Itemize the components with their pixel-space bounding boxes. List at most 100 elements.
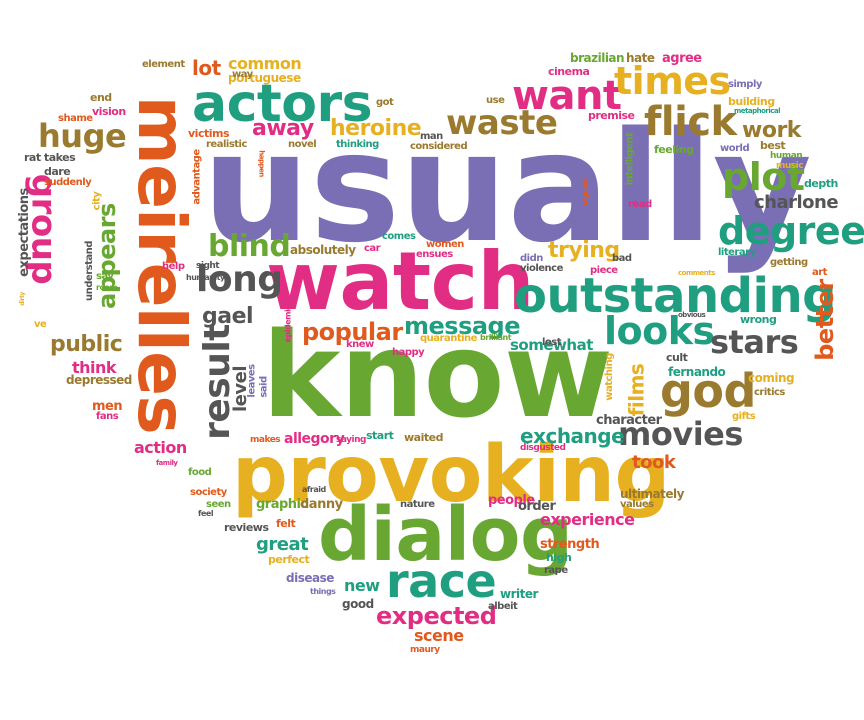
cloud-word: city <box>91 191 103 211</box>
cloud-word: world <box>720 143 750 154</box>
cloud-word: makes <box>250 435 281 445</box>
cloud-word: premise <box>588 109 635 122</box>
cloud-word: end <box>90 91 112 104</box>
cloud-word: happen <box>257 150 266 177</box>
cloud-word: ultimately <box>620 487 684 501</box>
cloud-word: intelligent <box>624 132 636 186</box>
cloud-word: cult <box>666 351 688 364</box>
cloud-word: best <box>760 139 786 152</box>
cloud-word: long <box>196 259 283 300</box>
cloud-word: people <box>488 493 535 508</box>
cloud-word: wrong <box>740 313 777 326</box>
cloud-word: piece <box>590 265 618 276</box>
cloud-word: gifts <box>732 411 756 422</box>
cloud-word: disease <box>286 571 334 585</box>
cloud-word: public <box>50 332 123 357</box>
cloud-word: order <box>518 499 556 514</box>
cloud-word: epidemic <box>283 305 293 343</box>
cloud-word: dialog <box>318 492 573 578</box>
cloud-word: took <box>632 452 676 473</box>
cloud-word: feel <box>198 509 214 518</box>
cloud-word: action <box>134 438 187 457</box>
cloud-word: usually <box>202 99 812 276</box>
cloud-word: expectations <box>16 188 32 277</box>
cloud-word: brilliant <box>480 333 512 342</box>
cloud-word: waited <box>404 431 443 444</box>
cloud-word: advantage <box>191 149 203 205</box>
cloud-word: novel <box>288 139 317 150</box>
cloud-word: agree <box>662 51 702 66</box>
cloud-word: happy <box>392 347 425 358</box>
cloud-word: maury <box>410 645 440 655</box>
cloud-word: race <box>386 554 497 608</box>
cloud-word: violence <box>520 263 563 274</box>
cloud-word: say <box>96 271 114 282</box>
cloud-word: use <box>486 95 505 106</box>
cloud-word: metaphorical <box>734 107 781 115</box>
cloud-word: movies <box>618 415 743 453</box>
cloud-word: common <box>228 54 302 73</box>
cloud-word: great <box>256 534 309 555</box>
cloud-word: comments <box>678 269 715 277</box>
cloud-word: times <box>614 59 731 103</box>
cloud-word: man <box>420 131 443 142</box>
cloud-word: writer <box>500 587 538 601</box>
cloud-word: rape <box>544 565 568 576</box>
cloud-word: away <box>252 116 314 141</box>
cloud-word: victims <box>188 127 230 140</box>
cloud-word: seen <box>206 499 231 510</box>
cloud-word: depth <box>804 177 838 190</box>
cloud-word: element <box>142 59 185 70</box>
cloud-word: quarantine <box>420 333 477 344</box>
cloud-word: comes <box>382 231 416 242</box>
cloud-word: hate <box>626 51 655 65</box>
cloud-word: think <box>72 358 117 377</box>
cloud-word: better <box>810 279 839 361</box>
cloud-word: message <box>404 312 521 340</box>
cloud-word: understand <box>83 241 95 301</box>
cloud-word: absolutely <box>290 243 356 257</box>
cloud-word: bad <box>612 253 632 264</box>
cloud-word: ensues <box>416 249 453 260</box>
cloud-word: simply <box>728 79 762 90</box>
cloud-word: got <box>376 97 394 108</box>
cloud-word: want <box>512 73 622 119</box>
cloud-word: degree <box>718 209 864 253</box>
cloud-word: literary <box>718 247 756 258</box>
cloud-word: women <box>426 239 464 250</box>
cloud-word: didn <box>520 253 543 264</box>
cloud-word: cinema <box>548 65 590 78</box>
cloud-word: society <box>190 487 227 498</box>
cloud-word: thinking <box>336 139 379 150</box>
cloud-word: films <box>624 363 649 417</box>
cloud-word: albeit <box>488 601 518 612</box>
cloud-word: feeling <box>654 143 694 156</box>
cloud-word: portuguese <box>228 71 301 85</box>
cloud-word: values <box>620 499 654 510</box>
cloud-word: vision <box>92 105 126 118</box>
cloud-word: room <box>96 283 118 292</box>
cloud-word: lost <box>542 337 562 348</box>
cloud-word: sight <box>196 261 220 271</box>
cloud-word: critics <box>754 387 785 398</box>
cloud-word: felt <box>276 517 296 530</box>
cloud-word: provoking <box>232 430 670 520</box>
cloud-word: dare <box>44 165 71 178</box>
cloud-word: things <box>310 587 336 596</box>
cloud-word: help <box>162 261 185 272</box>
cloud-word: dirty <box>18 292 26 306</box>
cloud-word: character <box>596 413 662 428</box>
cloud-word: waste <box>446 103 558 143</box>
cloud-word: trying <box>548 238 620 263</box>
cloud-word: scene <box>414 626 464 645</box>
cloud-word: work <box>742 118 801 143</box>
cloud-word: lot <box>192 56 221 80</box>
cloud-word: popular <box>302 318 403 346</box>
cloud-word: signed <box>580 178 590 206</box>
cloud-word: somewhat <box>510 336 593 354</box>
cloud-word: fans <box>96 411 119 422</box>
cloud-word: brazilian <box>570 51 625 65</box>
cloud-word: appears <box>92 203 121 309</box>
cloud-word: family <box>156 459 178 467</box>
